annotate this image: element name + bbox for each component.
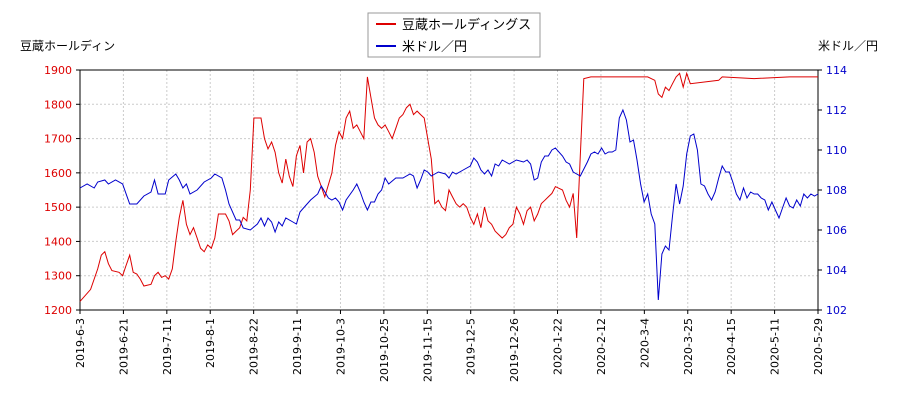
x-tick-label: 2020-5-11 [769,318,782,375]
x-tick-label: 2019-6-3 [74,318,87,368]
x-tick-label: 2020-4-15 [725,318,738,375]
x-tick-label: 2019-12-5 [465,318,478,375]
left-tick-label: 1700 [44,133,72,146]
legend: 豆蔵ホールディングス 米ドル／円 [367,12,541,58]
right-tick-label: 102 [826,304,847,317]
x-tick-label: 2019-11-15 [421,318,434,382]
right-axis-label: 米ドル／円 [818,39,878,53]
series-lines [79,71,819,302]
x-tick-label: 2020-3-4 [638,318,651,368]
left-axis-label: 豆蔵ホールディン [20,38,115,53]
legend-box [367,12,541,58]
x-tick-label: 2019-8-1 [204,318,217,368]
x-tick-label: 2020-2-12 [595,318,608,375]
right-axis-ticks: 102 104 106 108 110 112 114 [818,64,847,317]
x-tick-label: 2019-10-3 [334,318,347,375]
x-tick-label: 2020-5-29 [812,318,825,375]
right-tick-label: 112 [826,104,847,117]
left-tick-label: 1900 [44,64,72,77]
x-tick-label: 2019-7-11 [161,318,174,375]
left-tick-label: 1400 [44,235,72,248]
series-line-usdjpy [79,108,819,301]
right-tick-label: 108 [826,184,847,197]
left-tick-label: 1500 [44,201,72,214]
left-tick-label: 1800 [44,98,72,111]
x-tick-label: 2019-10-25 [378,318,391,382]
x-tick-label: 2020-3-25 [682,318,695,375]
x-tick-label: 2019-6-21 [117,318,130,375]
series-line-stock [79,71,818,302]
x-tick-label: 2019-12-26 [508,318,521,382]
right-tick-label: 104 [826,264,847,277]
x-axis-ticks: 2019-6-3 2019-6-21 2019-7-11 2019-8-1 2019-8… [74,310,825,382]
right-tick-label: 106 [826,224,847,237]
legend-label-stock: 豆蔵ホールディングス [402,17,531,33]
right-tick-label: 110 [826,144,847,157]
x-tick-label: 2020-1-22 [552,318,565,375]
left-axis-ticks: 1200 1300 1400 1500 1600 1700 1800 1900 [44,64,80,317]
left-tick-label: 1300 [44,270,72,283]
right-tick-label: 114 [826,64,847,77]
legend-label-usdjpy: 米ドル／円 [402,40,467,55]
x-tick-label: 2019-9-11 [291,318,304,375]
left-tick-label: 1600 [44,167,72,180]
x-tick-label: 2019-8-22 [248,318,261,375]
left-tick-label: 1200 [44,304,72,317]
